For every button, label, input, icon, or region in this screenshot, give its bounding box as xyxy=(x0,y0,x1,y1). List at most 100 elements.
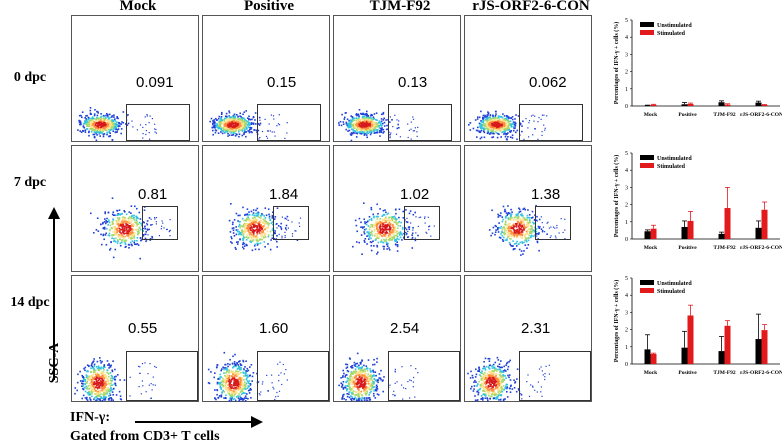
flow-panel: 1.38 xyxy=(464,145,592,272)
bar-unstimulated xyxy=(644,231,651,239)
bar-unstimulated xyxy=(644,105,651,106)
y-axis-label: Percentages of IFN-γ + cells (%) xyxy=(613,155,620,238)
gate-box xyxy=(142,206,178,240)
legend-swatch xyxy=(640,280,654,285)
flow-dot-plot xyxy=(209,110,288,140)
gate-percentage: 0.81 xyxy=(138,186,168,203)
gate-box xyxy=(535,206,571,240)
bar-stimulated xyxy=(724,208,731,239)
flow-dot-plot xyxy=(468,110,548,141)
column-title-positive: Positive xyxy=(244,0,294,14)
gate-box xyxy=(257,351,329,401)
flow-panel: 2.31 xyxy=(464,275,592,402)
gate-percentage: 2.31 xyxy=(521,320,551,337)
flow-panel: 1.84 xyxy=(202,145,330,272)
bar-unstimulated xyxy=(755,102,762,106)
bar-stimulated xyxy=(650,104,657,106)
gate-box xyxy=(388,104,452,141)
flow-panel: 0.15 xyxy=(202,15,330,142)
bar-stimulated xyxy=(724,104,731,106)
y-tick-label: 2 xyxy=(625,328,628,334)
y-tick-label: 3 xyxy=(625,52,628,58)
legend-swatch xyxy=(640,22,654,27)
gate-percentage: 0.062 xyxy=(529,74,567,91)
y-axis-arrow xyxy=(48,207,60,380)
column-title-rjs-orf2: rJS-ORF2-6-CON xyxy=(472,0,590,14)
column-title-tjm-f92: TJM-F92 xyxy=(369,0,431,14)
gate-box xyxy=(126,104,190,141)
flow-dot-plot xyxy=(467,356,550,402)
bar-stimulated xyxy=(761,104,768,106)
x-axis-arrow xyxy=(135,416,263,428)
legend-label: Unstimulated xyxy=(657,281,692,287)
bar-stimulated xyxy=(687,103,694,106)
bar-chart-0: Percentages of IFN-γ + cells (%) 0 1 2 3 4 5 Mo… xyxy=(613,18,782,118)
y-tick-label: 3 xyxy=(625,185,628,191)
bar-stimulated xyxy=(761,209,768,239)
y-tick-label: 1 xyxy=(625,87,628,93)
flow-dot-plot xyxy=(488,204,566,256)
x-axis-label: IFN-γ: xyxy=(70,410,110,425)
legend-label: Stimulated xyxy=(657,289,686,295)
category-label: rJS-ORF2-6-CON xyxy=(740,245,782,251)
row-label-0dpc: 0 dpc xyxy=(13,70,47,85)
bar-stimulated xyxy=(650,228,657,239)
category-label: Mock xyxy=(644,112,658,118)
flow-panel: 0.13 xyxy=(333,15,461,142)
y-axis-label: Percentages of IFN-γ + cells (%) xyxy=(613,22,620,105)
y-tick-label: 0 xyxy=(625,237,628,243)
legend-swatch xyxy=(640,155,654,160)
category-label: TJM-F92 xyxy=(713,245,736,251)
bar-unstimulated xyxy=(755,227,762,239)
legend-label: Unstimulated xyxy=(657,156,692,162)
flow-dot-plot xyxy=(74,357,157,402)
flow-dot-plot xyxy=(207,351,288,402)
category-label: Positive xyxy=(678,112,697,118)
gate-percentage: 0.13 xyxy=(398,74,428,91)
bar-stimulated xyxy=(761,330,768,364)
y-tick-label: 2 xyxy=(625,70,628,76)
bar-stimulated xyxy=(687,315,694,364)
y-tick-label: 4 xyxy=(625,35,628,41)
y-tick-label: 4 xyxy=(625,293,628,299)
y-tick-label: 5 xyxy=(625,276,628,282)
flow-panel: 0.062 xyxy=(464,15,592,142)
category-label: TJM-F92 xyxy=(713,370,736,376)
column-title-mock: Mock xyxy=(119,0,157,14)
y-tick-label: 5 xyxy=(625,151,628,157)
gate-box xyxy=(404,206,440,240)
gate-box xyxy=(519,104,583,141)
category-label: Positive xyxy=(678,370,697,376)
y-tick-label: 5 xyxy=(625,18,628,24)
bar-unstimulated xyxy=(681,347,688,364)
gate-percentage: 1.38 xyxy=(531,186,561,203)
flow-panel: 0.81 xyxy=(71,145,199,272)
y-tick-label: 0 xyxy=(625,104,628,110)
y-tick-label: 2 xyxy=(625,203,628,209)
bar-unstimulated xyxy=(681,226,688,239)
flow-dot-plot xyxy=(338,352,419,402)
category-label: Mock xyxy=(644,370,658,376)
bar-unstimulated xyxy=(755,339,762,364)
category-label: rJS-ORF2-6-CON xyxy=(740,370,782,376)
category-label: rJS-ORF2-6-CON xyxy=(740,112,782,118)
gate-percentage: 1.84 xyxy=(269,186,299,203)
y-axis-label: SSC-A xyxy=(47,342,62,384)
bar-stimulated xyxy=(650,354,657,364)
legend-label: Stimulated xyxy=(657,31,686,37)
gating-note: Gated from CD3+ T cells xyxy=(70,429,220,444)
gate-percentage: 1.02 xyxy=(400,186,430,203)
bar-unstimulated xyxy=(718,351,725,364)
y-tick-label: 0 xyxy=(625,362,628,368)
flow-dot-plot xyxy=(228,203,302,252)
bar-stimulated xyxy=(724,325,731,364)
flow-panel: 1.60 xyxy=(202,275,330,402)
row-label-7dpc: 7 dpc xyxy=(13,175,47,190)
bar-chart-2: Percentages of IFN-γ + cells (%) 0 1 2 3 4 5 Mo… xyxy=(613,276,782,376)
row-label-14dpc: 14 dpc xyxy=(10,295,50,310)
bar-stimulated xyxy=(687,220,694,239)
flow-panel: 1.02 xyxy=(333,145,461,272)
gate-percentage: 0.091 xyxy=(136,74,174,91)
flow-dot-plot xyxy=(338,109,419,142)
bar-unstimulated xyxy=(718,102,725,106)
